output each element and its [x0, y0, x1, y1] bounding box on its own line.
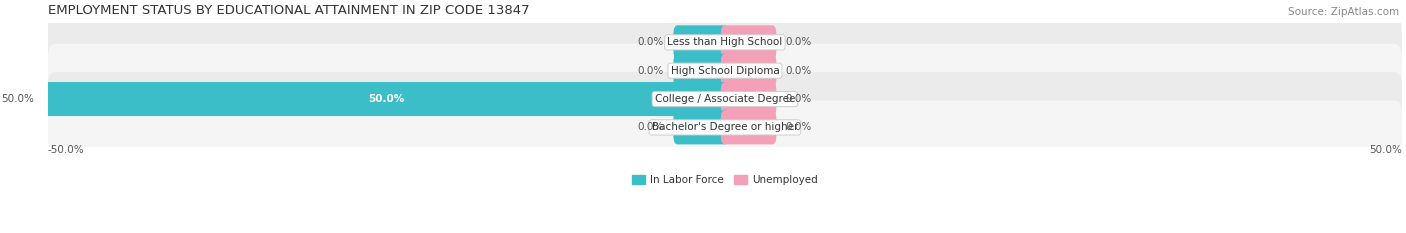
Text: -50.0%: -50.0% — [48, 145, 84, 155]
Text: Less than High School: Less than High School — [668, 37, 783, 47]
FancyBboxPatch shape — [721, 25, 776, 59]
Text: EMPLOYMENT STATUS BY EDUCATIONAL ATTAINMENT IN ZIP CODE 13847: EMPLOYMENT STATUS BY EDUCATIONAL ATTAINM… — [48, 4, 530, 17]
FancyBboxPatch shape — [48, 100, 1402, 154]
FancyBboxPatch shape — [673, 54, 728, 88]
Legend: In Labor Force, Unemployed: In Labor Force, Unemployed — [628, 171, 821, 189]
Text: 0.0%: 0.0% — [786, 37, 813, 47]
FancyBboxPatch shape — [48, 44, 1402, 98]
FancyBboxPatch shape — [44, 82, 728, 116]
Text: 50.0%: 50.0% — [1, 94, 34, 104]
Text: 0.0%: 0.0% — [786, 66, 813, 76]
Text: Bachelor's Degree or higher: Bachelor's Degree or higher — [652, 122, 799, 132]
Text: College / Associate Degree: College / Associate Degree — [655, 94, 794, 104]
FancyBboxPatch shape — [48, 15, 1402, 69]
FancyBboxPatch shape — [673, 110, 728, 144]
FancyBboxPatch shape — [721, 82, 776, 116]
FancyBboxPatch shape — [48, 72, 1402, 126]
Text: 0.0%: 0.0% — [638, 66, 664, 76]
Text: 0.0%: 0.0% — [786, 122, 813, 132]
FancyBboxPatch shape — [721, 54, 776, 88]
FancyBboxPatch shape — [721, 110, 776, 144]
Text: Source: ZipAtlas.com: Source: ZipAtlas.com — [1288, 7, 1399, 17]
Text: 50.0%: 50.0% — [1369, 145, 1402, 155]
Text: 50.0%: 50.0% — [368, 94, 405, 104]
FancyBboxPatch shape — [673, 25, 728, 59]
Text: 0.0%: 0.0% — [786, 94, 813, 104]
Text: 0.0%: 0.0% — [638, 37, 664, 47]
Text: 0.0%: 0.0% — [638, 122, 664, 132]
Text: High School Diploma: High School Diploma — [671, 66, 779, 76]
